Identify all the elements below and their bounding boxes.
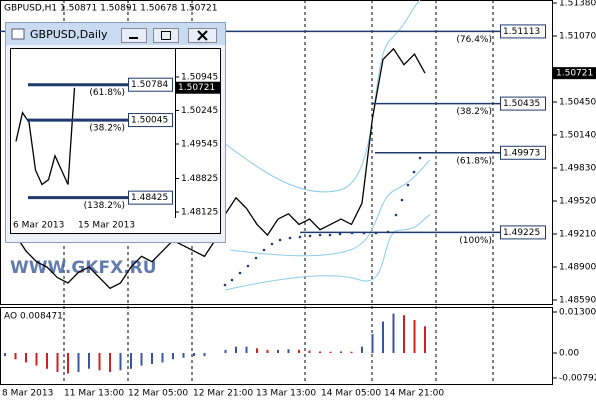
close-glyph — [197, 30, 208, 41]
window-fib-box — [128, 77, 173, 92]
time-label: 14 Mar 21:00 — [384, 389, 444, 399]
price-tick-label: 1.51380 — [559, 0, 596, 9]
current-price-box — [553, 67, 596, 80]
time-label: 11 Mar 13:00 — [64, 389, 124, 399]
window-fib-price: 1.50045 — [131, 116, 168, 126]
fib-price: 1.49973 — [503, 148, 540, 158]
fib-price: 1.49225 — [503, 228, 540, 238]
fib-percent: (38.2%) — [456, 107, 492, 117]
window-fib-percent: (138.2%) — [84, 201, 125, 211]
fib-price-box — [500, 96, 546, 111]
time-label: 12 Mar 05:00 — [128, 389, 188, 399]
window-fib-price: 1.48425 — [131, 193, 168, 203]
window-plot — [10, 48, 221, 234]
chart-header: GBPUSD,H1 1.50871 1.50891 1.50678 1.5072… — [4, 4, 217, 14]
window-fib-box — [128, 190, 173, 205]
price-tick-label: 1.48900 — [559, 263, 596, 273]
price-tick-label: 1.49830 — [559, 164, 596, 174]
window-fib-percent: (38.2%) — [89, 124, 125, 134]
main-frame — [0, 0, 553, 305]
window-price-label: 1.50945 — [181, 73, 218, 83]
price-tick-label: 1.51070 — [559, 32, 596, 42]
fib-percent: (100%) — [459, 236, 492, 246]
fib-percent: (61.8%) — [456, 156, 492, 166]
bollinger-bands — [219, 0, 431, 291]
time-label: 12 Mar 21:00 — [193, 389, 253, 399]
maximize-button[interactable] — [153, 28, 179, 43]
window-date-label: 6 Mar 2013 — [13, 221, 64, 231]
window-fib-box — [128, 113, 173, 128]
time-label: 13 Mar 13:00 — [256, 389, 316, 399]
maximize-glyph — [161, 31, 171, 40]
fib-price-box — [500, 145, 546, 160]
fib-price-box — [500, 24, 546, 39]
price-tick-label: 1.48590 — [559, 296, 596, 306]
window-date-label: 15 Mar 2013 — [78, 221, 135, 231]
watermark: WWW.GKFX.RU — [10, 258, 157, 278]
minimize-button[interactable] — [121, 28, 147, 43]
fib-price: 1.50435 — [503, 99, 540, 109]
ao-title: AO 0.008471 — [4, 312, 63, 322]
window-price-label: 1.48125 — [181, 208, 218, 218]
window-title: GBPUSD,Daily — [30, 28, 108, 41]
fib-percent: (76.4%) — [456, 35, 492, 45]
time-label: 8 Mar 2013 — [2, 389, 53, 399]
ao-tick-label: -0.007921 — [559, 373, 596, 383]
window-fib-percent: (61.8%) — [89, 88, 125, 98]
ao-frame — [0, 307, 553, 385]
window-price-label: 1.50245 — [181, 106, 218, 116]
window-icon — [11, 28, 25, 40]
window-price-label: 1.49545 — [181, 140, 218, 150]
price-tick-label: 1.50140 — [559, 131, 596, 141]
ao-tick-label: 0.00 — [559, 349, 579, 359]
window-current-box — [175, 81, 220, 94]
ao-tick-label: 0.013009 — [559, 308, 596, 318]
fib-price: 1.51113 — [503, 27, 540, 37]
fib-price-box — [500, 225, 546, 240]
time-label: 14 Mar 05:00 — [321, 389, 381, 399]
window-current-price: 1.50721 — [178, 83, 215, 93]
price-tick-label: 1.49210 — [559, 230, 596, 240]
window-fib-price: 1.50784 — [131, 80, 168, 90]
price-tick-label: 1.50450 — [559, 98, 596, 108]
window-price-label: 1.48825 — [181, 174, 218, 184]
window-price-line — [15, 87, 76, 186]
daily-window: GBPUSD,Daily 1.50945 1.50245 1.49545 1.4882… — [5, 22, 226, 243]
price-tick-label: 1.49520 — [559, 197, 596, 207]
current-price: 1.50721 — [556, 69, 593, 79]
